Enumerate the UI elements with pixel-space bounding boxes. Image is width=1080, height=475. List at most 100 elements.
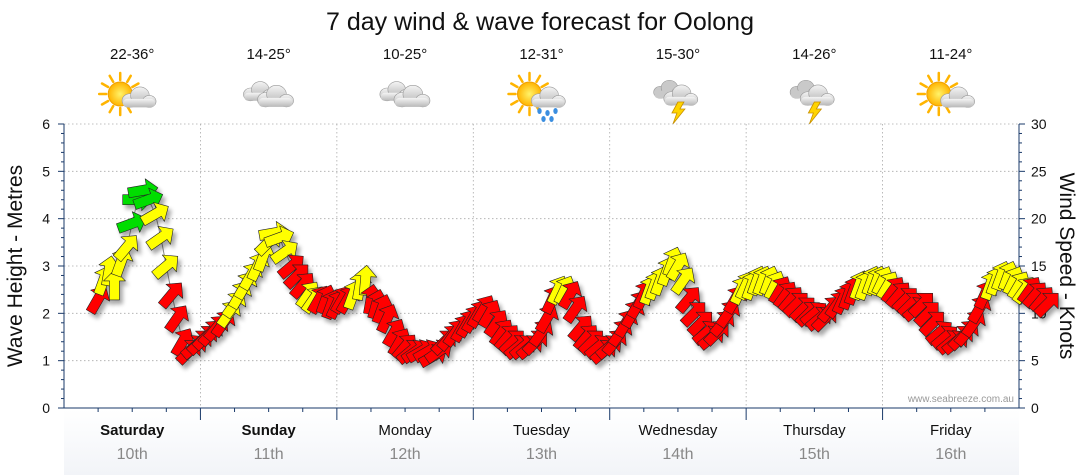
- wind-arrow: [276, 254, 304, 280]
- wind-arrow: [557, 281, 582, 311]
- day-date-label: 16th: [935, 446, 966, 463]
- thunderstorm-icon: [789, 79, 835, 125]
- wind-arrow: [116, 211, 147, 234]
- sun-ray: [919, 99, 928, 106]
- wind-arrow-shape: [665, 252, 690, 282]
- wind-arrow: [675, 287, 701, 315]
- rain-drop: [549, 116, 554, 122]
- cloud-base: [532, 98, 565, 108]
- day-date-label: 13th: [526, 446, 557, 463]
- day-name-label: Saturday: [100, 422, 165, 439]
- sun-ray: [927, 74, 934, 84]
- cloud-base: [941, 98, 974, 108]
- sun-ray: [125, 74, 132, 84]
- left-tick-label: 4: [42, 211, 50, 227]
- left-axis-label: Wave Height - Metres: [4, 165, 27, 367]
- wind-arrow-shape: [151, 254, 179, 280]
- temperature-label: 22-36°: [110, 46, 154, 63]
- sun-ray: [108, 104, 115, 114]
- wind-arrow-shape: [1033, 292, 1059, 319]
- day-date-label: 15th: [799, 446, 830, 463]
- cloud-icon: [379, 81, 431, 108]
- lightning-bolt: [671, 101, 686, 125]
- wind-arrow-shape: [670, 267, 696, 296]
- sun-ray: [535, 74, 542, 84]
- day-name-label: Sunday: [242, 422, 297, 439]
- cloud-base: [394, 97, 430, 107]
- right-tick-label: 30: [1031, 116, 1047, 132]
- left-axis-ticks: 0 1 2 3 4 5 6: [42, 116, 64, 416]
- sun-cloud-icon: [916, 71, 975, 117]
- right-axis-ticks: 051015202530: [1019, 116, 1047, 416]
- wind-arrow-shape: [913, 302, 939, 328]
- wind-arrows: [85, 178, 1059, 369]
- sun-ray: [100, 82, 110, 89]
- sun-ray: [949, 82, 959, 89]
- wind-arrow-shape: [269, 240, 298, 265]
- wind-arrow-shape: [675, 287, 701, 315]
- rain-drop: [553, 108, 558, 114]
- wind-arrow: [376, 304, 400, 335]
- wind-arrow-shape: [276, 254, 304, 280]
- wind-arrow-shape: [289, 273, 315, 300]
- right-tick-label: 5: [1031, 353, 1039, 369]
- grid: [64, 123, 1019, 408]
- temperature-label: 11-24°: [929, 46, 972, 63]
- wind-arrow: [907, 292, 934, 319]
- wind-arrow: [665, 252, 690, 282]
- sun-ray: [944, 74, 951, 84]
- wind-arrow: [1033, 292, 1059, 319]
- day-name-label: Friday: [930, 422, 972, 439]
- sun-rain-icon: [507, 71, 566, 122]
- wind-arrow-shape: [907, 292, 934, 319]
- wind-arrow-shape: [679, 302, 706, 328]
- wind-arrow: [164, 305, 189, 334]
- left-tick-label: 0: [42, 400, 50, 416]
- day-date-label: 10th: [117, 446, 148, 463]
- wind-arrow: [269, 240, 298, 265]
- wind-arrow: [679, 302, 706, 328]
- wind-arrow-shape: [113, 235, 139, 263]
- left-tick-label: 1: [42, 353, 50, 369]
- wind-arrow: [289, 273, 315, 300]
- wind-arrow-shape: [145, 225, 174, 251]
- right-tick-label: 25: [1031, 163, 1047, 179]
- sun-ray: [510, 82, 519, 89]
- wind-arrow: [562, 296, 588, 325]
- day-date-label: 11th: [254, 446, 284, 463]
- wind-arrow-shape: [376, 304, 400, 335]
- day-name-label: Wednesday: [638, 422, 717, 439]
- day-label-band: [64, 409, 1019, 475]
- sun-ray: [100, 99, 110, 106]
- wind-arrow: [918, 311, 944, 338]
- sun-cloud-icon: [97, 71, 157, 117]
- day-labels: Saturday 10th Sunday 11th Monday 12th Tuesday 1…: [100, 422, 972, 463]
- day-date-label: 14th: [662, 446, 693, 463]
- wind-arrow: [913, 302, 939, 328]
- sun-ray: [131, 82, 140, 89]
- wind-arrow-shape: [562, 296, 588, 325]
- cloud-base: [664, 96, 697, 106]
- right-axis-label: Wind Speed - Knots: [1055, 173, 1078, 360]
- wind-arrow: [670, 267, 696, 296]
- weather-row: 22-36° 14-25° 10-25° 12-31° 15-30° 14-26° 11-2…: [97, 46, 975, 125]
- temperature-label: 14-25°: [246, 46, 290, 63]
- day-name-label: Thursday: [783, 422, 846, 439]
- right-tick-label: 20: [1031, 211, 1047, 227]
- day-date-label: 12th: [390, 446, 421, 463]
- rain-drop: [545, 110, 550, 116]
- cloud-icon: [243, 81, 294, 108]
- wind-arrow: [145, 225, 174, 251]
- left-tick-label: 2: [42, 305, 50, 321]
- sun-ray: [919, 82, 928, 89]
- left-tick-label: 5: [42, 163, 50, 179]
- wind-arrow-shape: [557, 281, 582, 311]
- wind-arrow-shape: [918, 311, 944, 338]
- sun-ray: [517, 104, 524, 114]
- wind-arrow-shape: [282, 264, 309, 290]
- thunderstorm-icon: [653, 79, 699, 125]
- wind-arrow-shape: [116, 211, 147, 234]
- wind-arrow-shape: [158, 282, 184, 310]
- wind-arrow: [139, 202, 169, 227]
- temperature-label: 12-31°: [519, 46, 563, 63]
